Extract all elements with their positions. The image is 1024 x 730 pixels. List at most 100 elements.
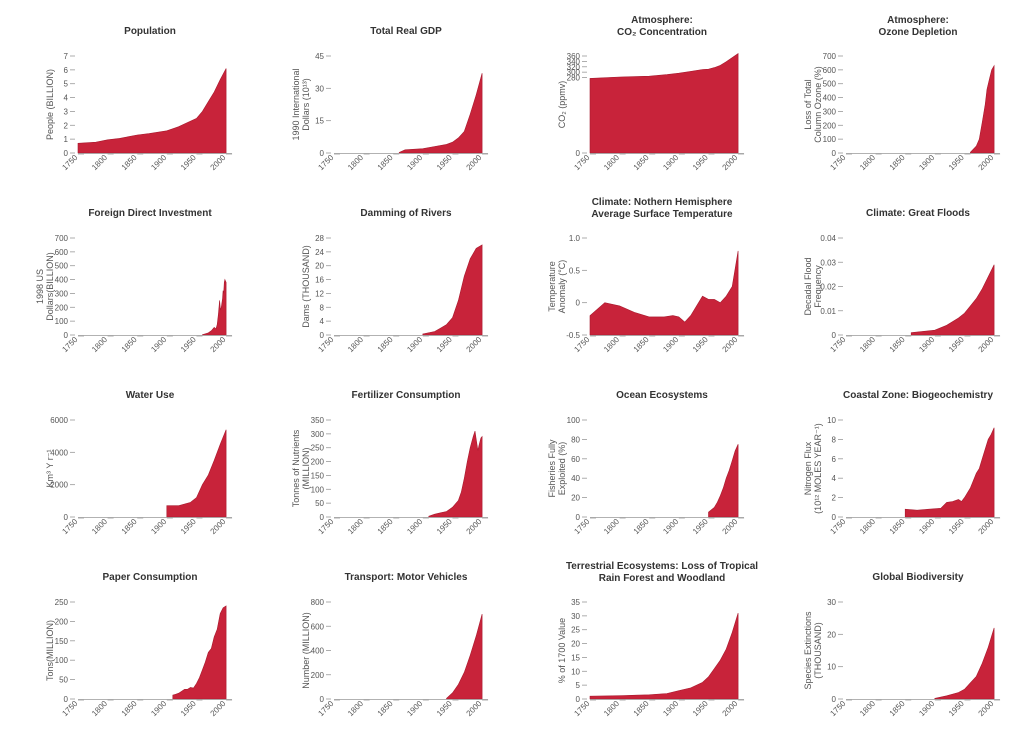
area-series bbox=[708, 444, 739, 518]
y-axis-label: Column Ozone (%) bbox=[813, 66, 823, 143]
x-tick-label: 1800 bbox=[346, 153, 365, 172]
y-axis-label: Tons(MILLION) bbox=[45, 620, 55, 681]
x-tick-label: 2000 bbox=[721, 153, 740, 172]
y-tick-label: 20 bbox=[571, 640, 580, 649]
y-tick-label: 30 bbox=[315, 84, 324, 93]
chart-title: Transport: Motor Vehicles bbox=[345, 572, 468, 583]
y-tick-label: 280 bbox=[567, 74, 581, 83]
x-tick-label: 1900 bbox=[405, 153, 424, 172]
chart-13: Transport: Motor Vehicles Number (MILLION… bbox=[301, 572, 489, 718]
x-tick-label: 1950 bbox=[691, 335, 710, 354]
y-axis-label: Species Extinctions bbox=[803, 611, 813, 690]
x-tick-label: 1800 bbox=[858, 699, 877, 718]
y-tick-label: 0 bbox=[576, 149, 581, 158]
y-tick-label: 400 bbox=[55, 276, 69, 285]
y-axis-label: Km³ Y r⁻¹ bbox=[45, 450, 55, 488]
area-series bbox=[446, 614, 483, 700]
x-tick-label: 1950 bbox=[947, 699, 966, 718]
y-axis-label: People (BILLION) bbox=[45, 69, 55, 140]
y-tick-label: 700 bbox=[823, 52, 837, 61]
x-tick-label: 1800 bbox=[90, 153, 109, 172]
y-tick-label: 35 bbox=[571, 598, 580, 607]
y-tick-label: 600 bbox=[311, 622, 325, 631]
y-tick-label: 6 bbox=[64, 66, 69, 75]
y-axis-label: Tonnes of Nutrients bbox=[291, 429, 301, 507]
x-tick-label: 1850 bbox=[888, 335, 907, 354]
y-tick-label: 400 bbox=[823, 94, 837, 103]
y-tick-label: 50 bbox=[59, 676, 68, 685]
y-axis-label: Dollars(BILLION) bbox=[45, 252, 55, 321]
x-tick-label: 1900 bbox=[405, 517, 424, 536]
area-series bbox=[904, 427, 995, 518]
y-tick-label: 0 bbox=[832, 149, 837, 158]
y-axis-label: (10¹² MOLES YEAR⁻¹) bbox=[813, 423, 823, 514]
chart-title: Total Real GDP bbox=[370, 26, 442, 37]
chart-title: Climate: Great Floods bbox=[866, 208, 970, 219]
y-tick-label: 300 bbox=[823, 107, 837, 116]
y-tick-label: 0 bbox=[576, 299, 581, 308]
chart-11: Coastal Zone: Biogeochemistry Nitrogen Fl… bbox=[803, 390, 1001, 536]
y-axis-label: Dollars (10¹³) bbox=[301, 78, 311, 131]
chart-title: Fertilizer Consumption bbox=[352, 390, 461, 401]
y-tick-label: 0 bbox=[64, 695, 69, 704]
y-tick-label: 5 bbox=[64, 80, 69, 89]
y-tick-label: 400 bbox=[311, 647, 325, 656]
x-tick-label: 1850 bbox=[120, 517, 139, 536]
x-tick-label: 1900 bbox=[917, 153, 936, 172]
x-tick-label: 1950 bbox=[947, 153, 966, 172]
y-tick-label: 1.0 bbox=[569, 234, 581, 243]
area-series bbox=[428, 431, 483, 518]
y-tick-label: 320 bbox=[567, 63, 581, 72]
y-tick-label: 60 bbox=[571, 455, 580, 464]
y-axis-label: Number (MILLION) bbox=[301, 612, 311, 689]
y-axis-label: % of 1700 Value bbox=[557, 618, 567, 683]
x-tick-label: 2000 bbox=[209, 335, 228, 354]
y-tick-label: 800 bbox=[311, 598, 325, 607]
x-tick-label: 1800 bbox=[90, 517, 109, 536]
chart-title: Foreign Direct Investment bbox=[88, 208, 212, 219]
y-tick-label: 6 bbox=[832, 455, 837, 464]
chart-title: Population bbox=[124, 26, 176, 37]
chart-14: Terrestrial Ecosystems: Loss of Tropical… bbox=[557, 561, 758, 718]
x-tick-label: 1900 bbox=[149, 335, 168, 354]
area-series bbox=[589, 613, 739, 700]
x-tick-label: 1850 bbox=[120, 153, 139, 172]
y-tick-label: 500 bbox=[55, 262, 69, 271]
y-tick-label: 0.03 bbox=[820, 258, 836, 267]
x-tick-label: 1800 bbox=[602, 517, 621, 536]
y-tick-label: 0 bbox=[64, 331, 69, 340]
y-tick-label: 30 bbox=[571, 612, 580, 621]
y-tick-label: 250 bbox=[55, 598, 69, 607]
chart-title: CO₂ Concentration bbox=[617, 27, 707, 38]
x-tick-label: 1900 bbox=[917, 699, 936, 718]
x-tick-label: 1950 bbox=[179, 517, 198, 536]
y-tick-label: 300 bbox=[567, 68, 581, 77]
y-tick-label: 0 bbox=[832, 331, 837, 340]
x-tick-label: 1800 bbox=[858, 335, 877, 354]
y-axis-label: Loss of Total bbox=[803, 79, 813, 129]
area-series bbox=[202, 278, 227, 336]
y-tick-label: 100 bbox=[567, 416, 581, 425]
y-tick-label: 20 bbox=[827, 630, 836, 639]
x-tick-label: 1800 bbox=[602, 699, 621, 718]
y-tick-label: 150 bbox=[311, 471, 325, 480]
y-axis-label: Frequency bbox=[813, 265, 823, 308]
chart-15: Global Biodiversity Species Extinctions (T… bbox=[803, 572, 1001, 718]
chart-title: Ocean Ecosystems bbox=[616, 390, 708, 401]
y-tick-label: 340 bbox=[567, 57, 581, 66]
x-tick-label: 1950 bbox=[947, 517, 966, 536]
y-tick-label: 0.5 bbox=[569, 266, 581, 275]
x-tick-label: 1800 bbox=[346, 699, 365, 718]
y-axis-label: Fisheries Fully bbox=[547, 439, 557, 498]
y-tick-label: 250 bbox=[311, 444, 325, 453]
x-tick-label: 2000 bbox=[465, 699, 484, 718]
x-tick-label: 1950 bbox=[179, 699, 198, 718]
y-tick-label: 5 bbox=[576, 681, 581, 690]
y-axis-label: Temperature bbox=[547, 261, 557, 312]
x-tick-label: 1900 bbox=[661, 335, 680, 354]
y-tick-label: 7 bbox=[64, 52, 69, 61]
y-tick-label: 80 bbox=[571, 435, 580, 444]
x-tick-label: 1800 bbox=[602, 153, 621, 172]
y-tick-label: 2000 bbox=[50, 481, 68, 490]
